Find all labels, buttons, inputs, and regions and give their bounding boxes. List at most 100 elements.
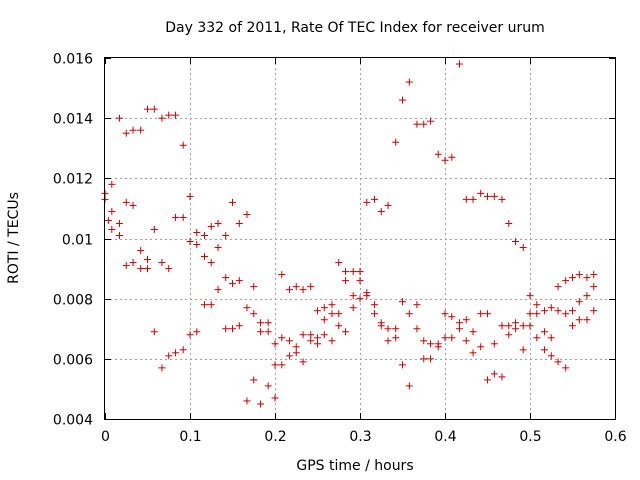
data-point: [307, 283, 315, 291]
grid-lines: [105, 58, 615, 419]
data-point: [158, 364, 166, 372]
data-point: [399, 96, 406, 104]
data-point: [179, 213, 187, 221]
data-point: [314, 307, 321, 315]
data-point: [554, 283, 562, 291]
data-point: [137, 126, 145, 134]
data-point: [427, 117, 435, 125]
data-point: [250, 310, 258, 318]
data-point: [179, 346, 187, 354]
data-point: [320, 331, 328, 339]
data-point: [583, 274, 591, 282]
data-point: [285, 286, 293, 294]
data-point: [562, 277, 570, 285]
data-point: [413, 325, 421, 333]
data-point: [264, 382, 272, 390]
data-point: [108, 225, 116, 233]
data-point: [448, 313, 456, 321]
data-point: [229, 198, 236, 206]
data-point: [512, 325, 520, 333]
data-point: [144, 265, 151, 273]
data-point: [271, 394, 279, 402]
data-point: [250, 283, 258, 291]
data-point: [158, 114, 166, 122]
data-point: [575, 316, 583, 324]
y-tick-labels: 0.004 0.006 0.008 0.01 0.012 0.014 0.016: [53, 52, 93, 429]
data-point: [477, 343, 485, 351]
data-point: [307, 337, 315, 345]
data-point: [377, 322, 385, 330]
data-point: [144, 256, 151, 264]
data-point: [519, 244, 527, 252]
data-point: [583, 316, 591, 324]
chart-title: Day 332 of 2011, Rate Of TEC Index for r…: [165, 20, 545, 36]
data-point: [150, 225, 158, 233]
data-point: [377, 207, 385, 215]
data-point: [392, 325, 400, 333]
data-point: [370, 195, 378, 203]
x-tick-label: 0.5: [519, 429, 541, 445]
data-point: [356, 268, 364, 276]
data-point: [250, 376, 258, 384]
data-point: [469, 328, 477, 336]
data-point: [356, 295, 364, 303]
data-point: [384, 201, 392, 209]
data-point: [590, 283, 598, 291]
data-point: [505, 331, 513, 339]
data-point: [533, 310, 541, 318]
data-point: [243, 210, 251, 218]
data-point: [405, 78, 413, 86]
data-point: [462, 337, 470, 345]
data-point: [363, 292, 371, 300]
data-point: [335, 322, 343, 330]
data-point: [490, 370, 498, 378]
data-point: [448, 153, 456, 161]
x-tick-label: 0.4: [434, 429, 456, 445]
data-point: [278, 271, 286, 279]
data-point: [413, 301, 421, 309]
plot-frame: [104, 57, 616, 420]
data-point: [285, 352, 293, 360]
data-point: [314, 334, 321, 342]
x-tick-label: 0.6: [604, 429, 626, 445]
data-point: [172, 213, 180, 221]
data-point: [150, 105, 158, 113]
data-point: [307, 331, 315, 339]
data-point: [328, 310, 336, 318]
data-point: [540, 346, 548, 354]
data-point: [137, 265, 145, 273]
data-point: [193, 228, 201, 236]
data-point: [562, 364, 570, 372]
data-point: [427, 340, 435, 348]
data-point: [207, 259, 215, 267]
x-tick-label: 0.1: [179, 429, 201, 445]
data-point: [342, 277, 350, 285]
data-point: [420, 355, 428, 363]
y-tick-label: 0.006: [53, 353, 93, 369]
data-point: [222, 274, 230, 282]
data-point: [292, 343, 300, 351]
data-point: [540, 307, 548, 315]
data-point: [434, 150, 442, 158]
data-point: [533, 301, 541, 309]
data-point: [214, 286, 222, 294]
data-point: [257, 400, 265, 408]
data-point: [455, 60, 463, 68]
data-point: [547, 352, 555, 360]
data-point: [179, 141, 187, 149]
data-point: [505, 322, 513, 330]
data-point: [222, 325, 230, 333]
data-point: [299, 358, 307, 366]
x-axis-title: GPS time / hours: [296, 458, 413, 474]
data-point: [186, 192, 194, 200]
data-point: [575, 271, 583, 279]
data-point: [172, 349, 180, 357]
data-point: [115, 114, 123, 122]
data-point: [342, 268, 350, 276]
data-point: [469, 195, 477, 203]
data-point: [526, 292, 534, 300]
data-point: [554, 307, 562, 315]
y-tick-label: 0.008: [53, 293, 93, 309]
data-point: [569, 322, 576, 330]
data-point: [519, 322, 527, 330]
